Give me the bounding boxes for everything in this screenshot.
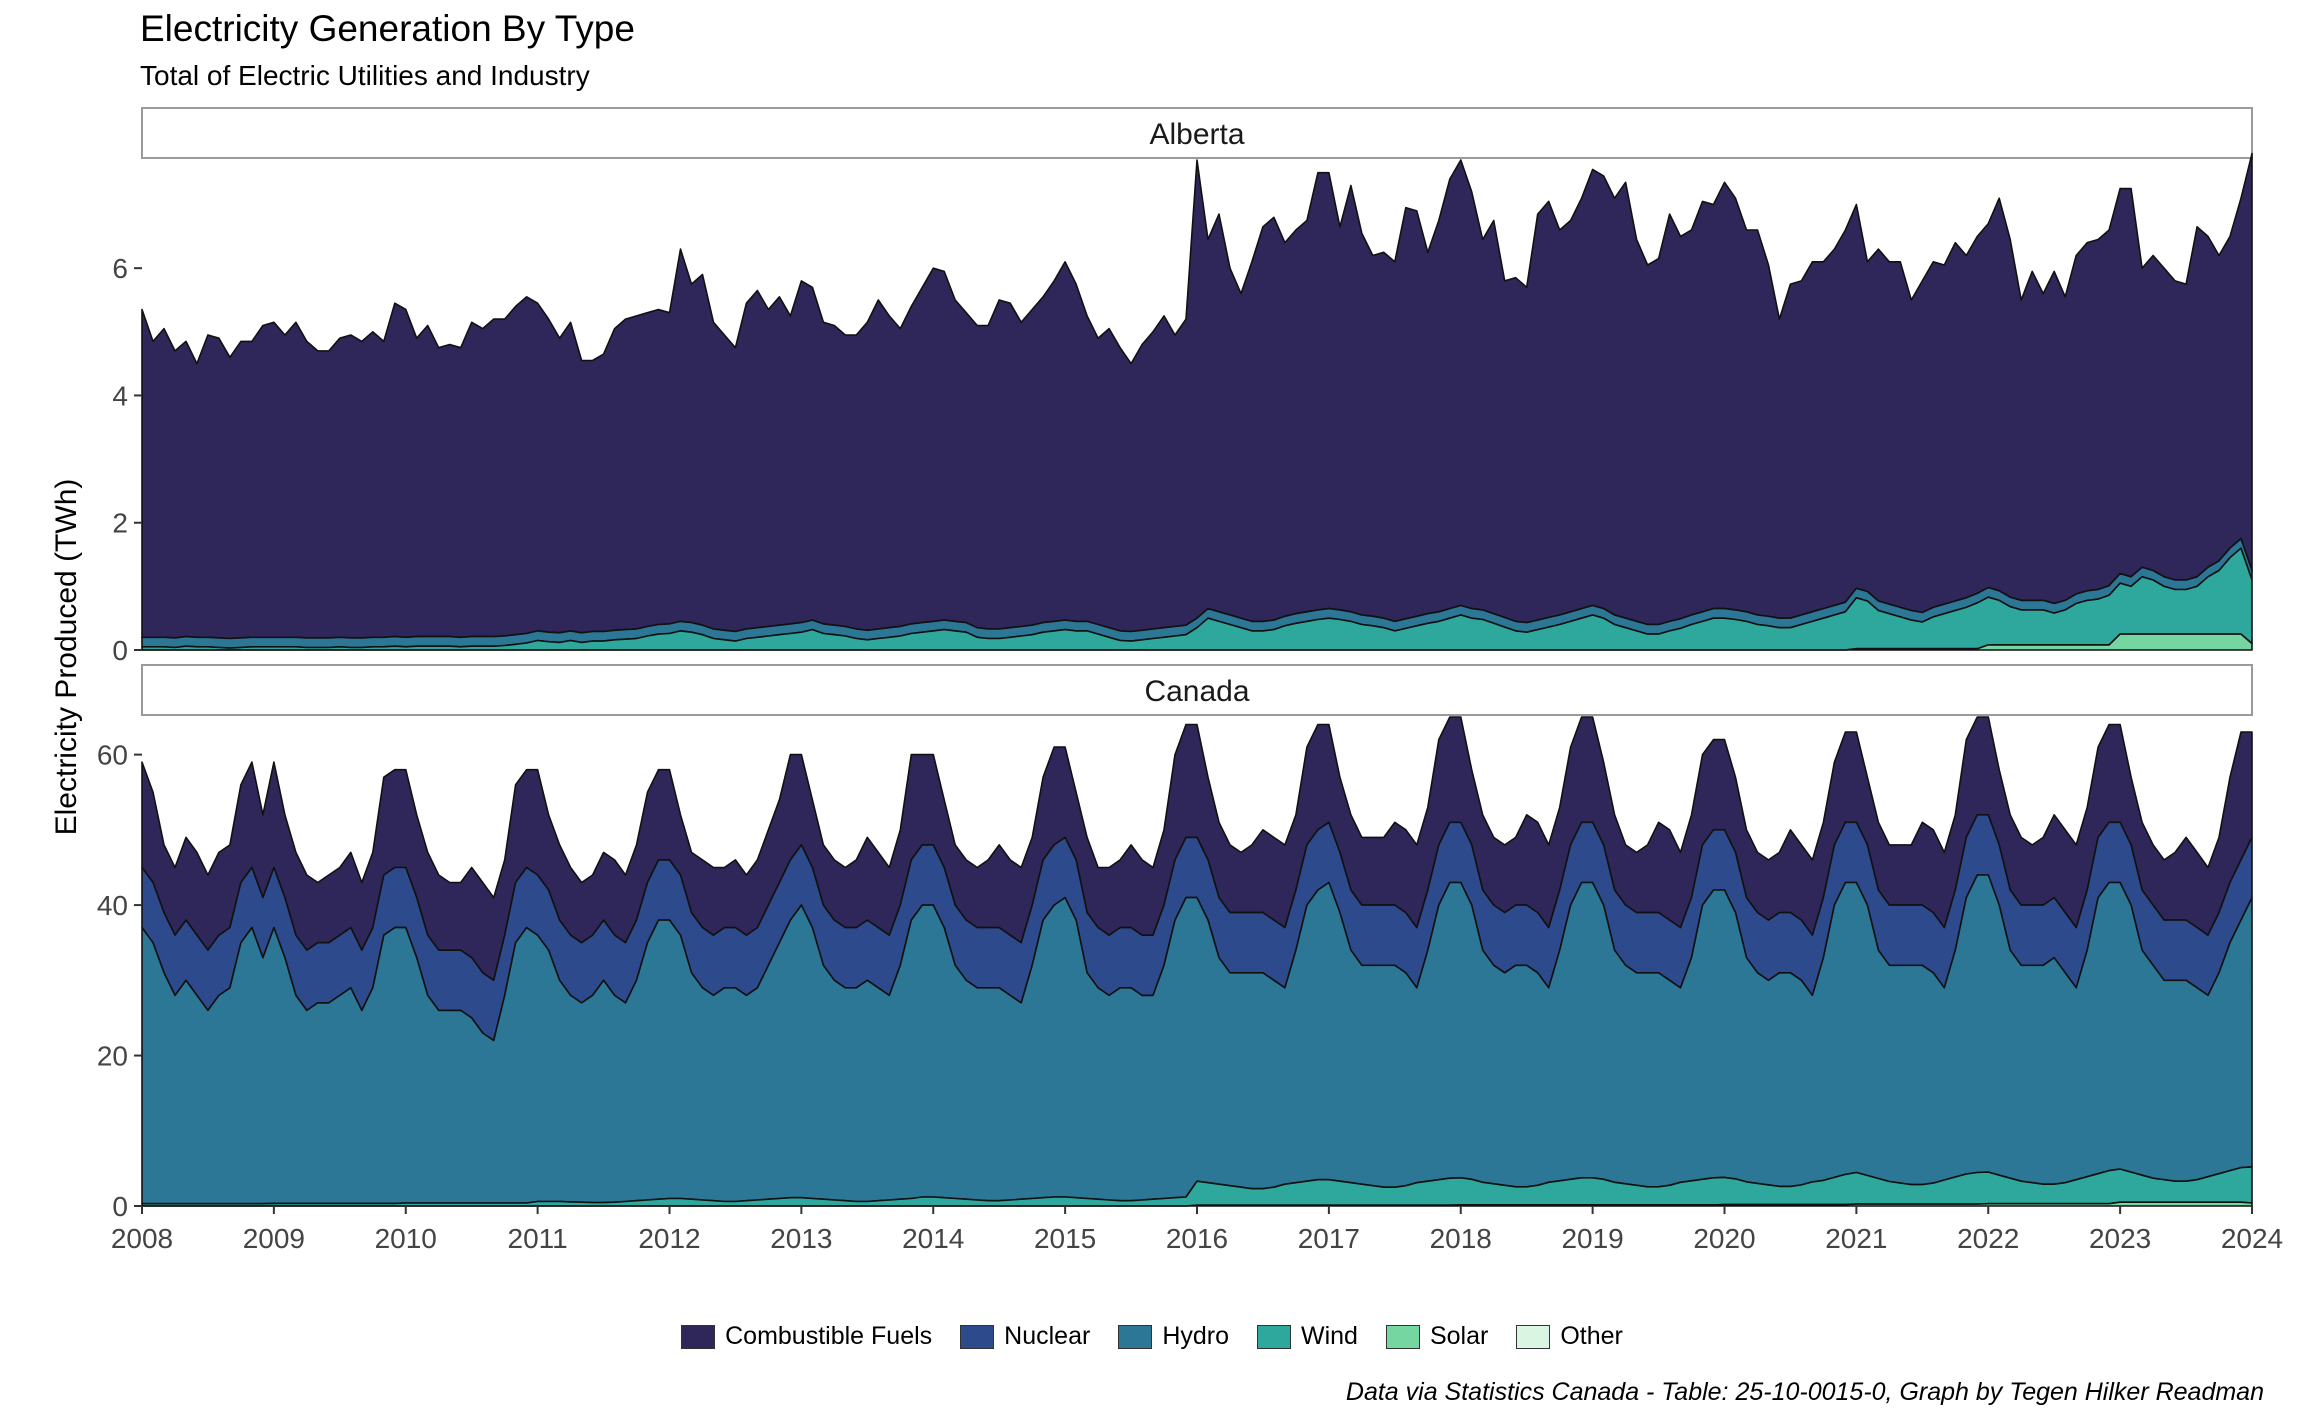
- x-tick-label: 2022: [1957, 1223, 2019, 1254]
- panel-strip-label: Canada: [1144, 675, 1249, 708]
- legend-swatch: [960, 1324, 995, 1349]
- x-tick-label: 2017: [1298, 1223, 1360, 1254]
- legend-label: Wind: [1301, 1322, 1358, 1350]
- y-tick-label: 0: [112, 1191, 128, 1222]
- x-tick-label: 2021: [1825, 1223, 1887, 1254]
- legend-swatch: [1516, 1324, 1551, 1349]
- legend-label: Other: [1560, 1322, 1623, 1350]
- x-tick-label: 2019: [1561, 1223, 1623, 1254]
- y-tick-label: 60: [97, 740, 128, 771]
- chart-canvas: Electricity Produced (TWh) Alberta 0 2 4 6 Can…: [50, 107, 2283, 1254]
- legend-label: Nuclear: [1004, 1322, 1091, 1350]
- legend-item-hydro: Hydro: [1118, 1322, 1229, 1351]
- legend-item-combustible-fuels: Combustible Fuels: [681, 1322, 932, 1351]
- panel-strip: [141, 664, 2253, 716]
- legend-swatch: [1257, 1324, 1291, 1349]
- x-tick-label: 2023: [2089, 1223, 2151, 1254]
- legend-item-other: Other: [1516, 1322, 1623, 1351]
- panel-strip-label: Alberta: [1149, 118, 1244, 151]
- legend-swatch: [681, 1324, 716, 1349]
- x-tick-label: 2012: [638, 1223, 700, 1254]
- x-tick-label: 2020: [1693, 1223, 1755, 1254]
- y-tick-label: 4: [112, 380, 128, 411]
- x-tick-label: 2014: [902, 1223, 964, 1254]
- y-tick-label: 6: [112, 253, 128, 284]
- x-tick-label: 2008: [111, 1223, 173, 1254]
- x-tick-label: 2016: [1166, 1223, 1228, 1254]
- area-solar: [141, 1201, 2253, 1207]
- legend: Combustible Fuels Nuclear Hydro Wind Solar Ot…: [0, 1322, 2304, 1351]
- x-tick-label: 2018: [1430, 1223, 1492, 1254]
- legend-swatch: [1385, 1324, 1420, 1349]
- x-tick-label: 2009: [243, 1223, 305, 1254]
- x-tick-label: 2011: [508, 1223, 568, 1254]
- chart-caption: Data via Statistics Canada - Table: 25-1…: [1345, 1378, 2264, 1406]
- y-tick-label: 20: [97, 1041, 128, 1072]
- chart-subtitle: Total of Electric Utilities and Industry: [140, 60, 590, 91]
- area-solar: [141, 633, 2253, 651]
- y-tick-label: 40: [97, 890, 128, 921]
- x-tick-label: 2010: [375, 1223, 437, 1254]
- y-axis-label: Electricity Produced (TWh): [50, 479, 83, 836]
- x-tick-label: 2015: [1034, 1223, 1096, 1254]
- legend-label: Solar: [1429, 1322, 1489, 1350]
- x-tick-label: 2013: [770, 1223, 832, 1254]
- y-tick-label: 0: [112, 635, 128, 666]
- chart-title: Electricity Generation By Type: [140, 8, 635, 49]
- legend-swatch: [1118, 1324, 1153, 1349]
- legend-label: Hydro: [1162, 1322, 1229, 1350]
- legend-item-solar: Solar: [1385, 1322, 1489, 1351]
- y-tick-label: 2: [112, 508, 128, 539]
- legend-item-wind: Wind: [1257, 1322, 1358, 1351]
- panel-strip: [141, 107, 2253, 159]
- x-tick-label: 2024: [2221, 1223, 2283, 1254]
- area-combustible-fuels: [141, 152, 2253, 640]
- legend-item-nuclear: Nuclear: [960, 1322, 1090, 1351]
- legend-label: Combustible Fuels: [725, 1322, 933, 1350]
